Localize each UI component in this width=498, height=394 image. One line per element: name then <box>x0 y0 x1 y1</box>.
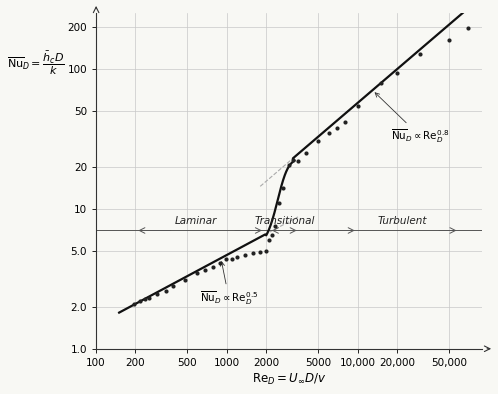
Point <box>294 158 302 164</box>
Point <box>222 256 230 262</box>
Point <box>193 270 201 277</box>
Point <box>201 267 209 273</box>
Point <box>333 125 341 132</box>
Point <box>135 298 143 304</box>
Y-axis label: $\overline{\mathrm{Nu}}_D = \dfrac{\bar{h}_c D}{k}$: $\overline{\mathrm{Nu}}_D = \dfrac{\bar{… <box>7 50 65 77</box>
Point <box>464 25 472 32</box>
Point <box>275 200 283 206</box>
Point <box>325 130 333 136</box>
Point <box>130 301 138 307</box>
Point <box>216 260 224 266</box>
Text: Laminar: Laminar <box>175 216 217 226</box>
Point <box>140 296 148 303</box>
Point <box>249 250 257 256</box>
Point <box>181 277 189 283</box>
Text: Transitional: Transitional <box>254 216 314 226</box>
Text: $\overline{\mathrm{Nu}}_D \propto \mathrm{Re}_D^{0.5}$: $\overline{\mathrm{Nu}}_D \propto \mathr… <box>200 262 258 307</box>
Point <box>162 288 170 294</box>
Point <box>267 232 275 238</box>
Point <box>233 253 241 260</box>
Point <box>376 80 384 86</box>
Point <box>289 156 297 163</box>
Point <box>228 256 236 262</box>
Point <box>416 51 424 57</box>
Point <box>265 237 273 243</box>
Point <box>261 248 269 254</box>
Point <box>285 162 293 168</box>
Point <box>152 291 160 297</box>
X-axis label: $\mathrm{Re}_D = U_\infty D/v$: $\mathrm{Re}_D = U_\infty D/v$ <box>252 372 327 387</box>
Point <box>210 264 218 270</box>
Point <box>279 185 287 191</box>
Point <box>445 37 453 43</box>
Point <box>354 103 362 110</box>
Point <box>341 119 349 125</box>
Text: Turbulent: Turbulent <box>377 216 427 226</box>
Point <box>302 150 310 156</box>
Point <box>145 295 153 301</box>
Text: $\overline{\mathrm{Nu}}_D \propto \mathrm{Re}_D^{0.8}$: $\overline{\mathrm{Nu}}_D \propto \mathr… <box>375 93 449 145</box>
Point <box>393 70 401 76</box>
Point <box>241 252 249 258</box>
Point <box>271 223 279 229</box>
Point <box>256 248 264 255</box>
Point <box>314 138 322 144</box>
Point <box>169 283 177 289</box>
